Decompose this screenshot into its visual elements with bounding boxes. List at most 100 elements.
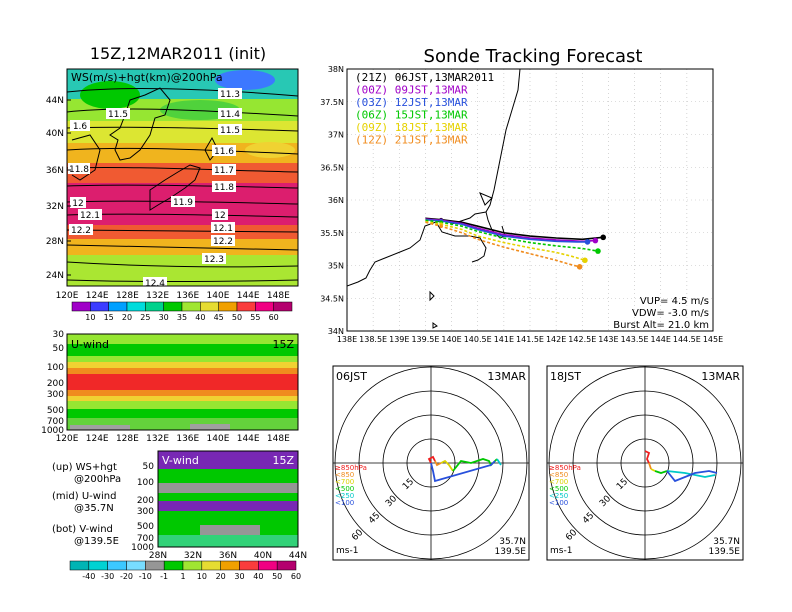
- track-x-tick: 140.5E: [464, 335, 492, 344]
- track-endpoint: [584, 239, 591, 245]
- u-y-tick: 700: [47, 417, 64, 427]
- track-x-tick: 142.5E: [568, 335, 596, 344]
- track-legend-entry: (06Z) 15JST,13MAR: [355, 109, 468, 122]
- contour-label: 11.7: [214, 166, 234, 176]
- note-bot-line1: (bot) V-wind: [52, 524, 113, 535]
- hodograph-lat: 35.7N: [713, 537, 740, 547]
- map-colorbar-label: 40: [195, 313, 205, 322]
- u-y-tick: 50: [53, 344, 65, 354]
- wind-colorbar-bottom: -40 -30 -20 -10 -1 1 10 20 30 40 50 60: [69, 560, 301, 581]
- contour-label: 12.4: [145, 279, 165, 289]
- u-x-tick: 120E: [56, 434, 79, 444]
- bottom-colorbar-label: 40: [253, 572, 263, 581]
- hodograph-lat: 35.7N: [499, 537, 526, 547]
- contour-label: 11.8: [69, 165, 89, 175]
- u-y-tick: 200: [47, 379, 64, 389]
- u-y-tick: 500: [47, 406, 64, 416]
- track-legend-entry: (09Z) 18JST,13MAR: [355, 121, 468, 134]
- contour-label: 11.5: [220, 126, 240, 136]
- contour-label: 11.9: [173, 198, 193, 208]
- track-line-3: [425, 219, 599, 252]
- track-line-2: [425, 218, 588, 243]
- map-lat-tick: 32N: [46, 202, 64, 212]
- bottom-colorbar-label: 50: [272, 572, 282, 581]
- contour-label: 11.6: [214, 147, 234, 157]
- map-colorbar-label: 35: [177, 313, 187, 322]
- map-colorbar-label: 25: [140, 313, 150, 322]
- hodograph-level-label: <250: [549, 492, 568, 500]
- map-colorbar-label: 55: [250, 313, 260, 322]
- v-x-tick: 40N: [254, 551, 272, 561]
- note-bot-line2: @139.5E: [74, 536, 119, 547]
- track-x-tick: 144E: [651, 335, 671, 344]
- hodograph-level-label: <250: [335, 492, 354, 500]
- v-x-tick: 32N: [184, 551, 202, 561]
- track-y-tick: 36.5N: [320, 163, 344, 172]
- hodograph-level-label: <850: [549, 471, 568, 479]
- map-colorbar-swatch: [145, 301, 164, 312]
- map-colorbar-swatch: [236, 301, 256, 312]
- track-y-tick: 37.5N: [320, 98, 344, 107]
- v-y-tick: 1000: [131, 543, 154, 553]
- map-lat-tick: 28N: [46, 237, 64, 247]
- hodograph-level-label: <500: [549, 485, 568, 493]
- hodograph-trace-2: [440, 459, 454, 472]
- hodograph-level-label: ≥850hPa: [335, 464, 367, 472]
- bottom-colorbar-label: 60: [291, 572, 301, 581]
- right-title: Sonde Tracking Forecast: [424, 46, 643, 67]
- track-legend-entry: (12Z) 21JST,13MAR: [355, 134, 468, 147]
- track-line-0: [425, 217, 604, 241]
- v-y-tick: 500: [137, 522, 154, 532]
- bottom-colorbar-label: 30: [234, 572, 244, 581]
- track-x-tick: 143.5E: [621, 335, 649, 344]
- track-endpoint: [595, 248, 601, 254]
- track-point: [439, 224, 443, 228]
- bottom-colorbar-label: -1: [160, 572, 168, 581]
- track-endpoint: [600, 234, 606, 241]
- hodograph-trace-1: [648, 462, 652, 470]
- map-lat-tick: 44N: [46, 96, 64, 106]
- u-wind-time: 15Z: [272, 338, 294, 351]
- track-y-tick: 35N: [328, 262, 344, 271]
- map-lon-tick: 136E: [176, 291, 199, 301]
- map-colorbar-swatch: [200, 301, 219, 312]
- track-x-tick: 138.5E: [359, 335, 387, 344]
- map-lon-tick: 144E: [237, 291, 260, 301]
- u-x-tick: 132E: [146, 434, 169, 444]
- bottom-colorbar-swatch: [88, 560, 108, 571]
- track-x-tick: 145E: [703, 335, 723, 344]
- hodograph-trace-5: [666, 470, 718, 483]
- map-lon-tick: 124E: [86, 291, 109, 301]
- contour-label: 12: [214, 211, 225, 221]
- tracking-frame: [346, 68, 714, 332]
- hodograph-level-label: <850: [335, 471, 354, 479]
- hodograph-level-label: <500: [335, 485, 354, 493]
- v-wind-label: V-wind: [162, 454, 199, 467]
- contour-label: 12.1: [80, 211, 100, 221]
- v-wind-frame: [157, 450, 299, 548]
- contour-label: 12.3: [204, 255, 224, 265]
- annotation-vdw: VDW= -3.0 m/s: [632, 308, 709, 319]
- left-title: 15Z,12MAR2011 (init): [90, 44, 266, 63]
- wind-speed-field: 11.3 11.4 11.5 11.5 1.6 11.6 11.7 11.8 1…: [67, 69, 298, 289]
- note-up-line2: @200hPa: [74, 474, 121, 485]
- bottom-colorbar-swatch: [182, 560, 203, 571]
- track-y-tick: 34.5N: [320, 294, 344, 303]
- track-legend-entry: (03Z) 12JST,13MAR: [355, 96, 468, 109]
- map-lon-tick: 148E: [267, 291, 290, 301]
- tracking-chart: 138E 138.5E 139E 139.5E 140E 140.5E 141E 141.5E…: [320, 65, 723, 344]
- map-lon-tick: 128E: [116, 291, 139, 301]
- hodograph-trace-0: [644, 450, 651, 464]
- note-mid-line1: (mid) U-wind: [52, 491, 116, 502]
- map-colorbar-label: 20: [122, 313, 132, 322]
- u-x-tick: 124E: [86, 434, 109, 444]
- track-line-5: [425, 221, 580, 268]
- u-y-tick: 300: [47, 390, 64, 400]
- v-wind-time: 15Z: [272, 454, 294, 467]
- map-colorbar-swatch: [218, 301, 238, 312]
- u-x-tick: 136E: [176, 434, 199, 444]
- bottom-colorbar-swatch: [258, 560, 278, 571]
